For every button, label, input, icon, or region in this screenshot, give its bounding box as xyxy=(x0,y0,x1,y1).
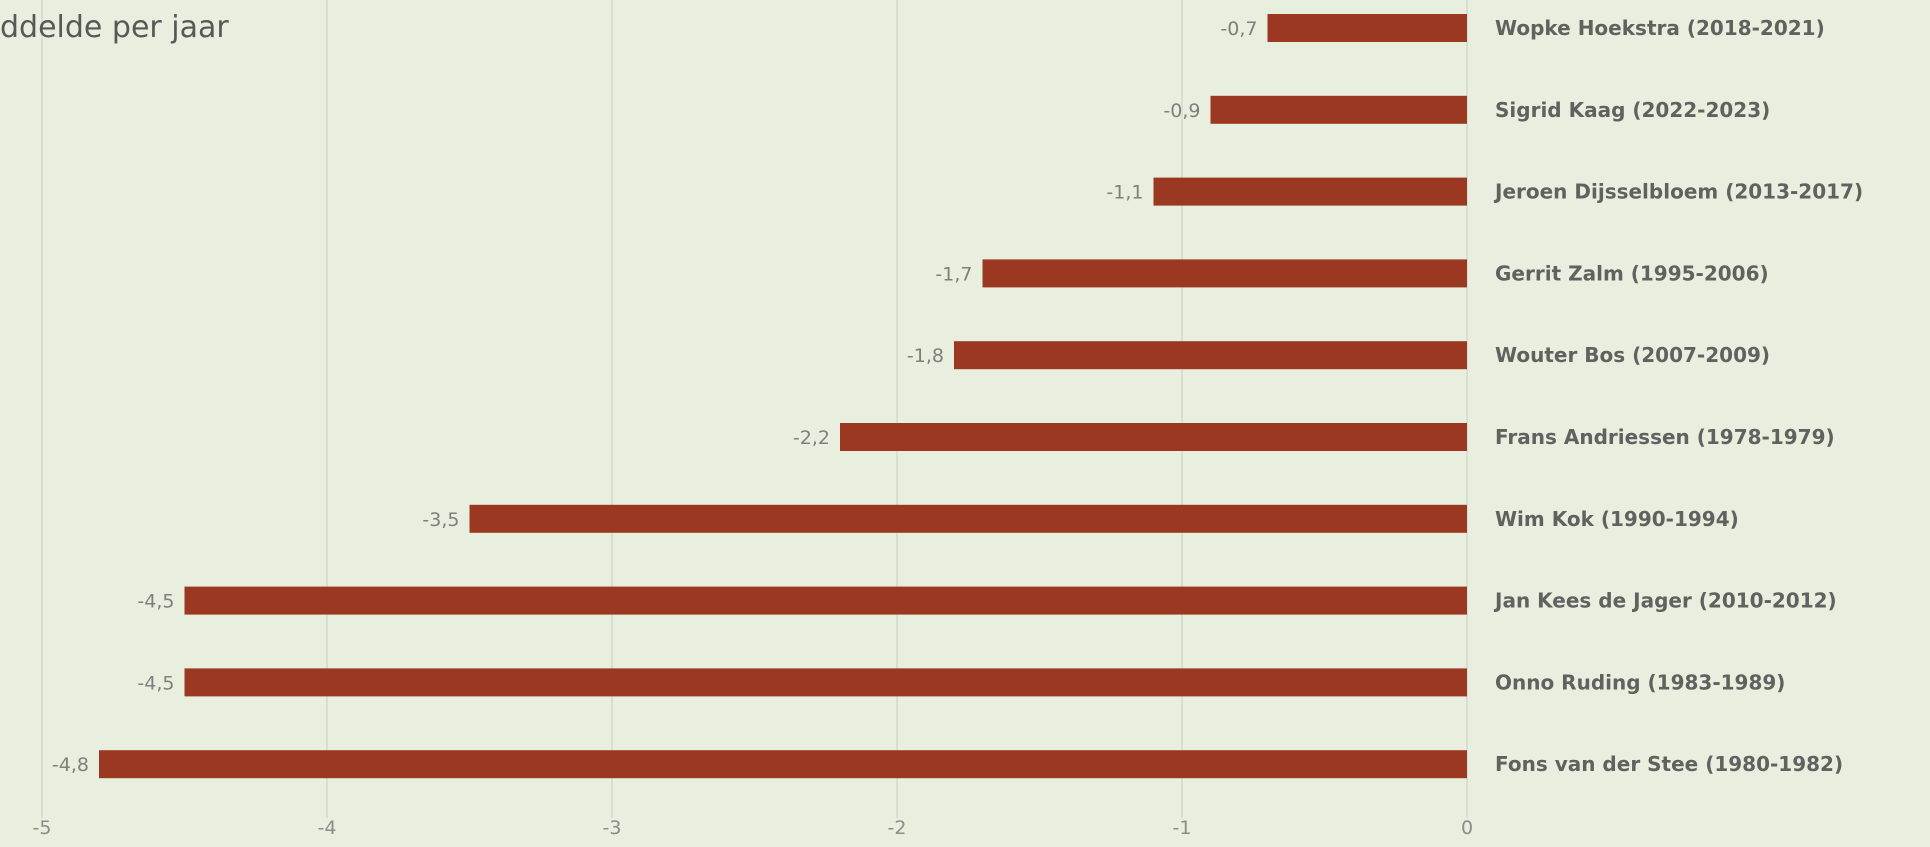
bar xyxy=(184,586,1467,615)
value-label: -4,5 xyxy=(137,672,174,694)
bars xyxy=(99,14,1467,779)
category-label: Onno Ruding (1983-1989) xyxy=(1495,670,1785,694)
x-tick-label: -3 xyxy=(603,817,622,839)
category-label: Jeroen Dijsselbloem (2013-2017) xyxy=(1493,180,1863,204)
bar xyxy=(954,341,1467,370)
category-label: Sigrid Kaag (2022-2023) xyxy=(1495,98,1770,122)
bar xyxy=(1210,95,1467,124)
gridlines xyxy=(41,0,1468,818)
value-label: -2,2 xyxy=(793,427,830,449)
x-tick-label: -5 xyxy=(33,817,52,839)
bar xyxy=(184,668,1467,697)
value-label: -1,1 xyxy=(1106,182,1143,204)
bar xyxy=(1267,14,1467,42)
category-label: Frans Andriessen (1978-1979) xyxy=(1495,425,1835,449)
category-label: Jan Kees de Jager (2010-2012) xyxy=(1493,589,1837,613)
x-tick-label: -1 xyxy=(1173,817,1192,839)
value-label: -1,8 xyxy=(907,345,944,367)
category-label: Wouter Bos (2007-2009) xyxy=(1495,343,1770,367)
category-labels: Wopke Hoekstra (2018-2021) Sigrid Kaag (2… xyxy=(1493,16,1863,776)
value-label: -4,5 xyxy=(137,591,174,613)
x-axis-tick-labels: -5 -4 -3 -2 -1 0 xyxy=(33,817,1474,839)
value-labels: -0,7 -0,9 -1,1 -1,7 -1,8 -2,2 -3,5 -4,5 -4,5 -4,8 xyxy=(52,18,1258,776)
x-tick-label: -4 xyxy=(318,817,337,839)
category-label: Fons van der Stee (1980-1982) xyxy=(1495,752,1843,776)
value-label: -4,8 xyxy=(52,754,89,776)
x-tick-label: -2 xyxy=(888,817,907,839)
category-label: Gerrit Zalm (1995-2006) xyxy=(1495,261,1769,285)
bar xyxy=(469,504,1467,533)
category-label: Wim Kok (1990-1994) xyxy=(1495,507,1739,531)
value-label: -0,7 xyxy=(1220,18,1257,40)
bar xyxy=(982,259,1467,288)
x-tick-label: 0 xyxy=(1461,817,1473,839)
chart-title: ddelde per jaar xyxy=(0,10,229,45)
value-label: -1,7 xyxy=(935,263,972,285)
bar xyxy=(1153,177,1467,206)
category-label: Wopke Hoekstra (2018-2021) xyxy=(1495,16,1825,40)
bar xyxy=(99,750,1467,779)
value-label: -0,9 xyxy=(1163,100,1200,122)
bar xyxy=(840,423,1467,451)
value-label: -3,5 xyxy=(422,509,459,531)
